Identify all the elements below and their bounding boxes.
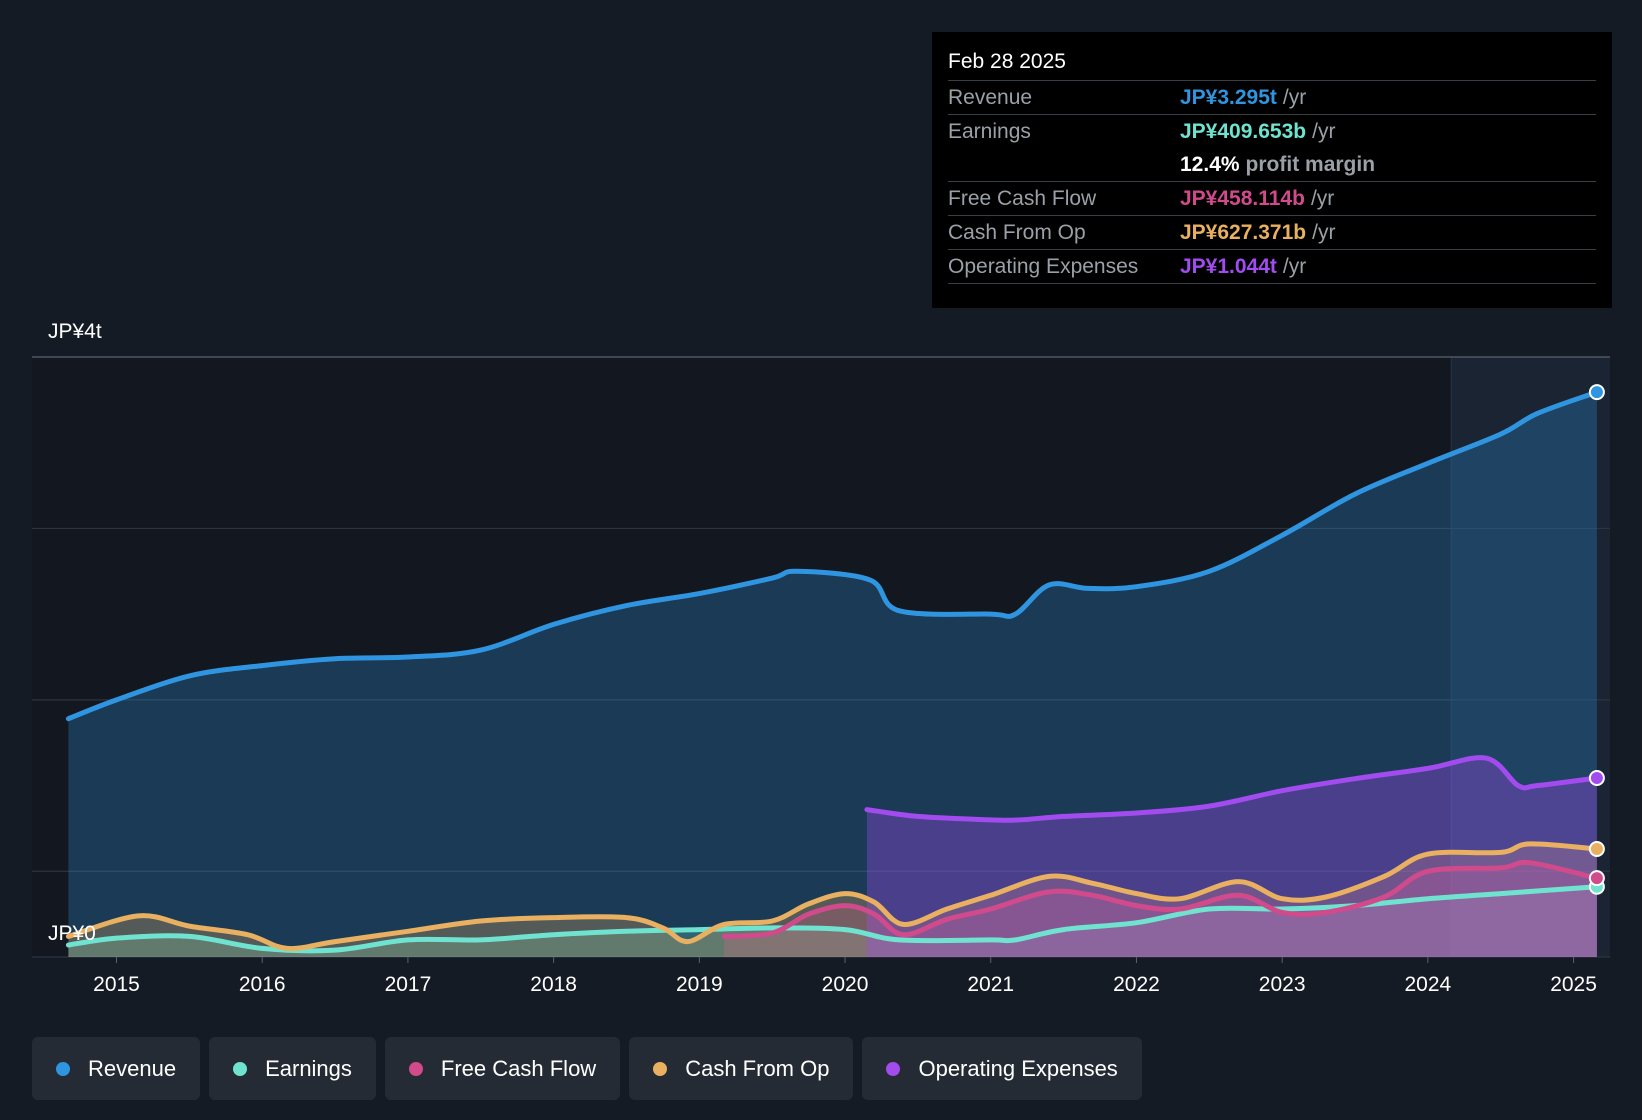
operating-expenses-end-point [1588, 770, 1605, 787]
free-cash-flow-end-point [1588, 870, 1605, 887]
legend-item-operating-expenses[interactable]: Operating Expenses [862, 1037, 1142, 1100]
plot-background [32, 357, 1610, 957]
earnings-dot-icon [233, 1061, 248, 1076]
y-axis-top-label: JP¥4t [48, 320, 102, 343]
revenue-end-point [1588, 384, 1605, 401]
x-tick-label: 2015 [93, 973, 140, 996]
tooltip-label: Earnings [948, 120, 1031, 143]
legend-label: Revenue [88, 1055, 177, 1081]
legend-item-free-cash-flow[interactable]: Free Cash Flow [384, 1037, 621, 1100]
free-cash-flow-dot-icon [408, 1061, 423, 1076]
operating-expenses-area [866, 757, 1597, 957]
x-tick-label: 2024 [1405, 973, 1452, 996]
tooltip-value: JP¥3.295t [1180, 86, 1277, 109]
operating-expenses-line [864, 755, 1600, 823]
legend-label: Free Cash Flow [440, 1055, 597, 1081]
earnings-area [68, 886, 1597, 957]
cash-from-op-line [65, 841, 1600, 952]
tooltip-label: Cash From Op [948, 221, 1086, 244]
x-axis-ticks: 2015 2016 2017 2018 2019 2020 2021 2022 2023 2024… [93, 957, 1597, 996]
x-tick-label: 2021 [967, 973, 1014, 996]
tooltip-label: Revenue [948, 86, 1033, 109]
x-tick-label: 2017 [385, 973, 432, 996]
cash-from-op-area [68, 843, 1597, 957]
operating-expenses-dot-icon [886, 1061, 901, 1076]
tooltip-date: Feb 28 2025 [948, 44, 1596, 81]
end-markers [1588, 384, 1605, 895]
y-axis-bottom-label: JP¥0 [48, 922, 96, 945]
legend-label: Earnings [265, 1055, 352, 1081]
x-tick-label: 2018 [530, 973, 577, 996]
tooltip-value: 12.4% [1180, 153, 1240, 176]
tooltip-panel: Feb 28 2025 Revenue JP¥3.295t /yr Earnin… [932, 32, 1612, 308]
plot-area [32, 357, 1610, 957]
tooltip-value: JP¥409.653b [1180, 120, 1307, 143]
legend: Revenue Earnings Free Cash Flow Cash Fro… [32, 1037, 1142, 1100]
recent-period-band [1451, 357, 1610, 957]
earnings-line [65, 884, 1600, 954]
x-tick-label: 2025 [1550, 973, 1597, 996]
x-tick-label: 2022 [1113, 973, 1160, 996]
cash-from-op-end-point [1588, 841, 1605, 857]
legend-item-cash-from-op[interactable]: Cash From Op [629, 1037, 854, 1100]
cash-from-op-dot-icon [653, 1061, 668, 1076]
tooltip-label: Free Cash Flow [948, 187, 1097, 210]
legend-label: Operating Expenses [918, 1055, 1118, 1081]
x-tick-label: 2016 [239, 973, 286, 996]
revenue-area [68, 392, 1597, 958]
tooltip-row-revenue: Revenue JP¥3.295t /yr [948, 81, 1596, 115]
tooltip-value: JP¥1.044t [1180, 255, 1277, 278]
tooltip-label: Operating Expenses [948, 255, 1139, 278]
tooltip-label [948, 148, 1180, 181]
legend-item-earnings[interactable]: Earnings [209, 1037, 376, 1100]
tooltip-row-free-cash-flow: Free Cash Flow JP¥458.114b /yr [948, 182, 1596, 216]
tooltip-unit: /yr [1310, 187, 1335, 210]
tooltip-unit: /yr [1282, 86, 1307, 109]
tooltip-value: JP¥627.371b [1180, 221, 1307, 244]
revenue-line [65, 389, 1600, 722]
tooltip-unit: /yr [1282, 255, 1307, 278]
tooltip-row-earnings: Earnings JP¥409.653b /yr [948, 115, 1596, 148]
legend-item-revenue[interactable]: Revenue [32, 1037, 201, 1100]
tooltip-unit: /yr [1312, 221, 1336, 244]
gridlines [32, 356, 1610, 958]
series-lines [65, 389, 1600, 954]
legend-label: Cash From Op [685, 1055, 830, 1081]
x-tick-label: 2019 [676, 973, 723, 996]
tooltip-row-operating-expenses: Operating Expenses JP¥1.044t /yr [948, 250, 1596, 284]
x-tick-label: 2023 [1259, 973, 1306, 996]
x-tick-label: 2020 [822, 973, 869, 996]
tooltip-unit: profit margin [1245, 153, 1376, 176]
free-cash-flow-line [721, 859, 1600, 939]
tooltip-value: JP¥458.114b [1180, 187, 1305, 210]
revenue-dot-icon [56, 1061, 70, 1076]
tooltip-unit: /yr [1312, 120, 1336, 143]
tooltip-row-profit-margin: 12.4% profit margin [948, 148, 1596, 182]
tooltip-row-cash-from-op: Cash From Op JP¥627.371b /yr [948, 216, 1596, 250]
